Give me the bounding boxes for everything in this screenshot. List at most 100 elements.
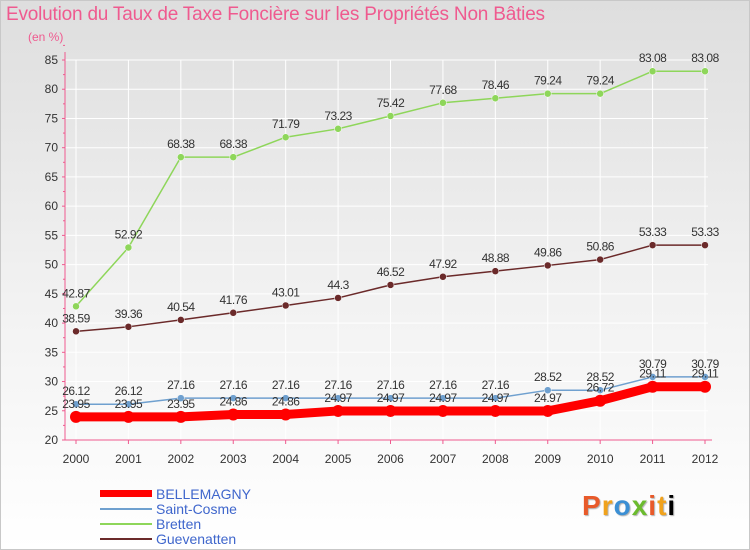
- data-label: 27.16: [167, 378, 195, 392]
- data-label: 46.52: [377, 265, 405, 279]
- data-label: 23.95: [167, 397, 195, 411]
- data-label: 83.08: [639, 51, 667, 65]
- data-label: 75.42: [377, 96, 405, 110]
- legend-swatch: [100, 490, 152, 497]
- chart-title: Evolution du Taux de Taxe Foncière sur l…: [6, 4, 545, 25]
- data-label: 27.16: [482, 378, 510, 392]
- data-label: 71.79: [272, 117, 300, 131]
- data-label: 53.33: [691, 225, 719, 239]
- legend-item-bellemagny: BELLEMAGNY: [100, 486, 251, 502]
- data-label: 83.08: [691, 51, 719, 65]
- data-point: [544, 386, 552, 394]
- data-point: [491, 394, 500, 402]
- data-label: 28.52: [534, 370, 562, 384]
- data-point: [281, 133, 290, 141]
- data-point: [279, 408, 292, 421]
- data-label: 27.16: [429, 378, 457, 392]
- data-point: [701, 67, 709, 75]
- legend-label: Saint-Cosme: [156, 500, 237, 517]
- data-point: [386, 112, 395, 120]
- x-tick-label: 2006: [377, 452, 404, 466]
- y-tick-label: 80: [45, 82, 59, 96]
- data-label: 49.86: [534, 245, 562, 259]
- data-label: 27.16: [377, 378, 405, 392]
- data-point: [648, 373, 657, 381]
- x-tick-label: 2003: [220, 452, 247, 466]
- data-point: [594, 394, 607, 407]
- data-point: [177, 394, 185, 402]
- y-tick-label: 50: [45, 258, 59, 272]
- data-label: 27.16: [272, 378, 300, 392]
- data-label: 24.97: [377, 391, 405, 405]
- data-label: 78.46: [482, 78, 510, 92]
- legend-swatch: [100, 507, 152, 510]
- data-label: 30.79: [691, 357, 719, 371]
- data-label: 68.38: [167, 137, 195, 151]
- data-label: 23.95: [115, 397, 143, 411]
- data-label: 73.23: [324, 109, 352, 123]
- data-point: [174, 410, 187, 423]
- data-point: [596, 386, 604, 394]
- y-tick-label: 30: [45, 375, 59, 389]
- data-label: 53.33: [639, 225, 667, 239]
- data-point: [334, 394, 342, 402]
- data-label: 52.92: [115, 228, 143, 242]
- legend-label: Bretten: [156, 515, 202, 532]
- data-label: 41.76: [219, 293, 247, 307]
- y-tick-label: 70: [45, 141, 59, 155]
- x-tick-label: 2002: [167, 452, 194, 466]
- data-label: 23.95: [62, 397, 90, 411]
- data-point: [701, 373, 709, 381]
- data-point: [436, 404, 449, 417]
- data-point: [439, 273, 447, 281]
- x-tick-label: 2001: [115, 452, 142, 466]
- x-tick-label: 2005: [325, 452, 352, 466]
- data-point: [491, 94, 500, 102]
- data-point: [439, 99, 447, 107]
- data-label: 24.86: [219, 395, 247, 409]
- data-label: 43.01: [272, 285, 300, 299]
- data-point: [229, 394, 237, 402]
- data-label: 29.11: [639, 367, 666, 381]
- data-point: [699, 380, 711, 393]
- data-point: [491, 267, 500, 275]
- data-point: [124, 323, 133, 331]
- y-tick-label: 40: [45, 316, 59, 330]
- x-tick-label: 2011: [640, 452, 666, 466]
- data-point: [70, 410, 82, 423]
- legend-item-bretten: Bretten: [100, 515, 251, 532]
- data-label: 26.72: [586, 381, 614, 395]
- data-label: 50.86: [586, 240, 614, 254]
- y-tick-label: 65: [45, 170, 59, 184]
- y-tick-label: 35: [45, 345, 59, 359]
- x-tick-label: 2004: [272, 452, 299, 466]
- data-point: [541, 404, 554, 417]
- data-point: [227, 408, 240, 421]
- data-point: [124, 243, 133, 252]
- data-point: [332, 404, 345, 417]
- data-point: [386, 394, 395, 402]
- proxiti-logo: Proxiti: [582, 490, 677, 521]
- legend-item-saint-cosme: Saint-Cosme: [100, 500, 251, 517]
- data-label: 24.86: [272, 395, 300, 409]
- y-unit-label: (en %): [28, 30, 64, 44]
- data-label: 79.24: [534, 74, 562, 88]
- data-label: 38.59: [62, 311, 90, 325]
- data-label: 26.12: [62, 384, 90, 398]
- data-label: 27.16: [324, 378, 352, 392]
- data-point: [701, 241, 709, 249]
- data-point: [334, 294, 342, 302]
- data-point: [384, 404, 397, 417]
- data-label: 47.92: [429, 257, 457, 271]
- x-tick-label: 2012: [692, 452, 719, 466]
- y-tick-label: 20: [45, 433, 59, 447]
- y-tick-label: 45: [45, 287, 59, 301]
- x-tick-label: 2008: [482, 452, 509, 466]
- data-point: [544, 261, 552, 270]
- x-tick-label: 2010: [587, 452, 614, 466]
- data-label: 24.97: [534, 391, 562, 405]
- data-label: 44.3: [327, 278, 349, 292]
- legend: BELLEMAGNY Saint-Cosme Bretten Guevenatt…: [100, 486, 251, 547]
